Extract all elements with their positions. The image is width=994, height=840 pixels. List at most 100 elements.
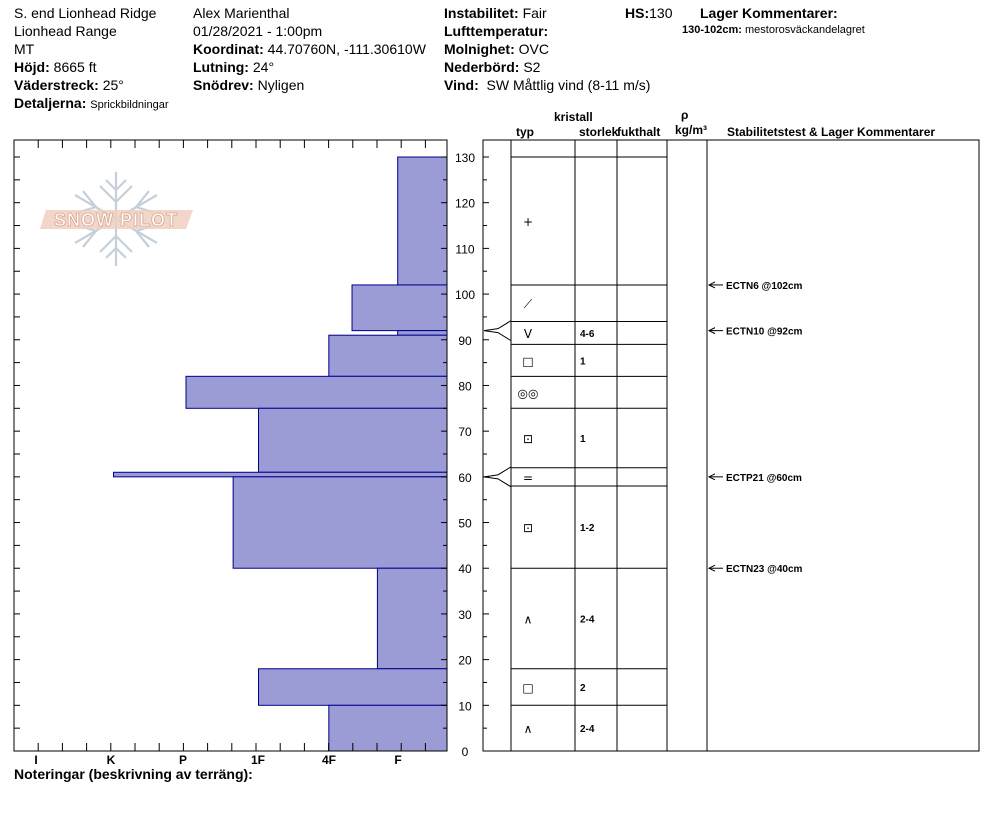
hardness-profile bbox=[113, 156, 448, 752]
stability-test-label: ECTN10 @92cm bbox=[726, 327, 803, 338]
faceted-crystal-icon: □ bbox=[522, 681, 533, 695]
observer-name: Alex Marienthal bbox=[193, 5, 290, 21]
hardness-label: 4F bbox=[321, 753, 336, 767]
depth-label: 60 bbox=[458, 471, 472, 485]
hardness-label: I bbox=[34, 753, 38, 767]
wind-row: Vind: SW Måttlig vind (8-11 m/s) bbox=[444, 77, 651, 93]
moisture-heading: fukthalt bbox=[617, 125, 661, 139]
details-row: Detaljerna: Sprickbildningar bbox=[14, 95, 169, 111]
depth-hoar-icon: ∧ bbox=[524, 722, 533, 736]
hardness-layer bbox=[351, 284, 448, 332]
precipitation-particle-icon: + bbox=[523, 215, 533, 229]
depth-label: 120 bbox=[455, 197, 475, 211]
layer-comment: 130-102cm: mestorosväckandelagret bbox=[682, 24, 865, 36]
size-heading: storlek bbox=[579, 125, 619, 139]
hardness-label: P bbox=[178, 753, 187, 767]
density-unit-heading: kg/m³ bbox=[675, 123, 708, 137]
depth-label: 10 bbox=[458, 699, 472, 713]
layer-table-frame bbox=[482, 139, 980, 752]
logo-text: SNOW PILOT bbox=[54, 210, 178, 230]
layer-comments-heading: Lager Kommentarer: bbox=[700, 5, 838, 21]
slope-row: Lutning: 24° bbox=[193, 59, 275, 75]
depth-label: 110 bbox=[455, 242, 474, 256]
depth-label: 90 bbox=[458, 334, 472, 348]
stability-test-label: ECTP21 @60cm bbox=[726, 473, 802, 484]
elevation-row: Höjd: 8665 ft bbox=[14, 59, 97, 75]
hardness-label: F bbox=[394, 753, 402, 767]
observation-datetime: 01/28/2021 - 1:00pm bbox=[193, 23, 323, 39]
arrow-head-icon bbox=[707, 327, 716, 335]
aspect-row: Väderstreck: 25° bbox=[14, 77, 124, 93]
arrow-head-icon bbox=[707, 281, 716, 289]
range-name: Lionhead Range bbox=[14, 23, 117, 39]
hardness-layer bbox=[397, 156, 448, 286]
depth-label: 80 bbox=[458, 379, 472, 393]
location-name: S. end Lionhead Ridge bbox=[14, 5, 157, 21]
arrow-head-icon bbox=[707, 473, 716, 481]
notes-label: Noteringar (beskrivning av terräng): bbox=[14, 766, 253, 782]
mixed-form-icon: ⊡ bbox=[523, 521, 533, 535]
stability-test-label: ECTN6 @102cm bbox=[726, 281, 803, 292]
grain-size: 4-6 bbox=[580, 329, 595, 340]
header-col-1: S. end Lionhead Ridge Lionhead Range MT … bbox=[14, 4, 169, 114]
instability-row: Instabilitet: Fair bbox=[444, 5, 547, 21]
mixed-form-icon: ⊡ bbox=[523, 432, 533, 446]
faceted-crystal-icon: □ bbox=[522, 354, 533, 368]
drift-row: Snödrev: Nyligen bbox=[193, 77, 305, 93]
hardness-layer bbox=[258, 407, 448, 473]
stability-tests: ECTN6 @102cm ECTN10 @92cm ECTP21 @60cm ECTN… bbox=[707, 281, 803, 575]
decomposing-fragment-icon: ⟋ bbox=[524, 297, 533, 311]
hardness-ticks bbox=[13, 140, 426, 752]
header-col-2: Alex Marienthal 01/28/2021 - 1:00pm Koor… bbox=[193, 4, 426, 94]
snow-height: HS:130 bbox=[625, 5, 673, 21]
depth-label: 130 bbox=[455, 151, 475, 165]
hardness-frame bbox=[13, 139, 448, 752]
hardness-layer bbox=[232, 476, 448, 569]
stability-heading: Stabilitetstest & Lager Kommentarer bbox=[727, 125, 936, 139]
interface-mark bbox=[483, 320, 512, 342]
grain-size: 1 bbox=[580, 356, 586, 367]
stability-test-label: ECTN23 @40cm bbox=[726, 564, 803, 575]
hardness-layer bbox=[185, 375, 448, 409]
layer-table: + ⟋ V 4-6 □ 1 ◎◎ ⊡ 1 = ⊡ 1-2 ∧ 2-4 □ 2 ∧ 2-4 bbox=[511, 156, 667, 752]
hardness-layer bbox=[258, 668, 448, 706]
depth-label: 0 bbox=[462, 745, 469, 759]
hardness-label: 1F bbox=[250, 753, 265, 767]
grain-size: 2 bbox=[580, 683, 586, 694]
hardness-layer bbox=[397, 330, 448, 336]
precipitation-row: Nederbörd: S2 bbox=[444, 59, 541, 75]
interface-marks bbox=[483, 320, 512, 488]
header-col-3: Instabilitet: Fair Lufttemperatur: Molni… bbox=[444, 4, 650, 94]
type-heading: typ bbox=[516, 125, 534, 139]
rho-heading: ρ bbox=[681, 108, 689, 122]
depth-label: 50 bbox=[458, 517, 472, 531]
air-temperature-row: Lufttemperatur: bbox=[444, 23, 549, 39]
depth-label: 70 bbox=[458, 425, 472, 439]
grain-size: 2-4 bbox=[580, 724, 595, 735]
hardness-layer bbox=[376, 567, 448, 670]
depth-label: 30 bbox=[458, 608, 472, 622]
melt-form-icon: ◎◎ bbox=[518, 386, 539, 400]
sky-row: Molnighet: OVC bbox=[444, 41, 549, 57]
hardness-layer bbox=[328, 334, 448, 377]
arrow-head-icon bbox=[707, 564, 716, 572]
hardness-layer bbox=[328, 704, 448, 752]
depth-label: 100 bbox=[455, 288, 475, 302]
hardness-layer bbox=[113, 471, 448, 478]
grain-size: 2-4 bbox=[580, 614, 595, 625]
depth-hoar-icon: ∧ bbox=[524, 612, 533, 626]
interface-mark bbox=[483, 466, 512, 488]
grain-size: 1 bbox=[580, 434, 586, 445]
surface-hoar-icon: V bbox=[524, 327, 533, 341]
grain-size: 1-2 bbox=[580, 523, 595, 534]
depth-label: 40 bbox=[458, 562, 472, 576]
state-name: MT bbox=[14, 41, 35, 57]
hardness-label: K bbox=[106, 753, 116, 767]
crystal-heading: kristall bbox=[554, 110, 593, 124]
coordinate-row: Koordinat: 44.70760N, -111.30610W bbox=[193, 41, 426, 57]
crust-icon: = bbox=[523, 471, 533, 485]
depth-label: 20 bbox=[458, 654, 472, 668]
snowpilot-logo: SNOW PILOT bbox=[40, 172, 193, 266]
depth-axis: 0 10 20 30 40 50 60 70 80 90 100 110 120 130 bbox=[441, 151, 489, 759]
